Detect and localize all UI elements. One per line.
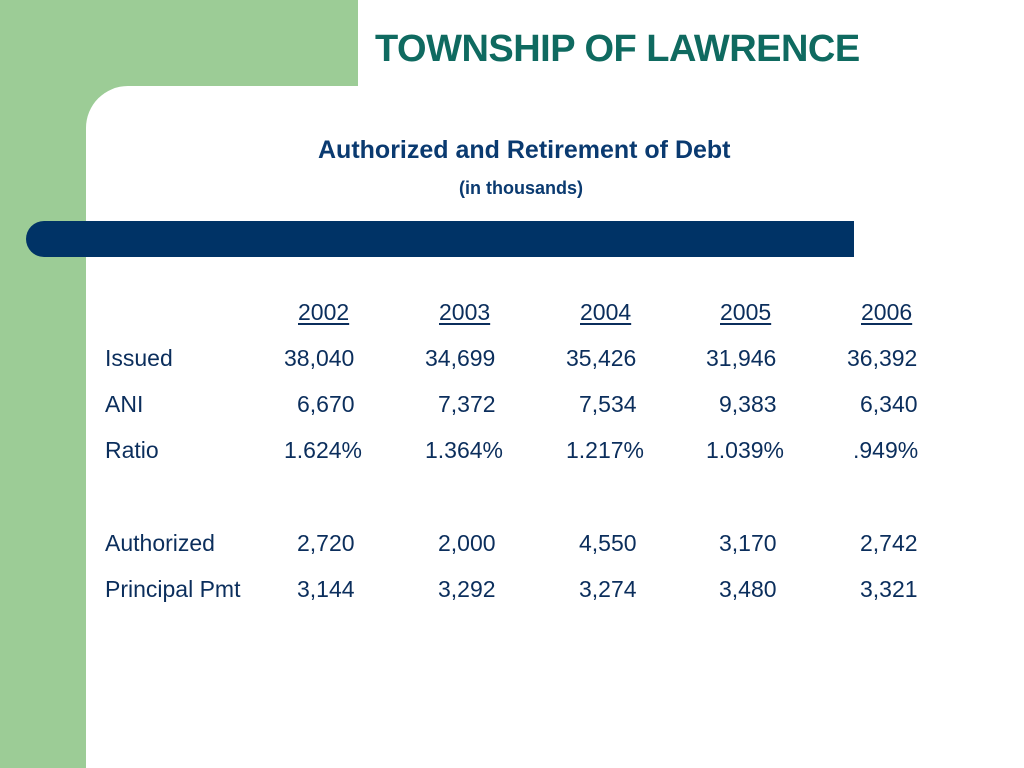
year-header: 2005 [720, 299, 772, 325]
page-title: TOWNSHIP OF LAWRENCE [375, 28, 860, 70]
table-cell: 3,170 [719, 530, 777, 556]
table-cell: 1.624% [284, 437, 363, 463]
table-cell: 3,480 [719, 576, 777, 602]
table-cell: 2,000 [438, 530, 496, 556]
units-note: (in thousands) [459, 178, 583, 198]
table-cell: 7,534 [579, 391, 637, 417]
row-label-issued: Issued [105, 345, 173, 371]
year-header: 2003 [439, 299, 491, 325]
table-cell: 3,144 [297, 576, 355, 602]
table-title: Authorized and Retirement of Debt [318, 136, 731, 164]
table-cell: 1.039% [706, 437, 785, 463]
year-header: 2004 [580, 299, 632, 325]
title-area [358, 0, 1024, 90]
row-label-ratio: Ratio [105, 437, 159, 463]
row-label-authorized: Authorized [105, 530, 215, 556]
table-cell: 9,383 [719, 391, 777, 417]
table-cell: 35,426 [566, 345, 637, 371]
table-cell: 3,274 [579, 576, 637, 602]
table-cell: 2,720 [297, 530, 355, 556]
table-cell: 4,550 [579, 530, 637, 556]
table-cell: 38,040 [284, 345, 355, 371]
table-cell: 6,340 [860, 391, 918, 417]
table-cell: 1.364% [425, 437, 504, 463]
row-label-ani: ANI [105, 391, 144, 417]
table-cell: 3,321 [860, 576, 918, 602]
year-header: 2002 [298, 299, 350, 325]
table-cell: .949% [853, 437, 919, 463]
row-label-principal-pmt: Principal Pmt [105, 576, 241, 602]
table-cell: 36,392 [847, 345, 918, 371]
table-cell: 34,699 [425, 345, 496, 371]
table-cell: 31,946 [706, 345, 777, 371]
table-cell: 1.217% [566, 437, 645, 463]
table-cell: 7,372 [438, 391, 496, 417]
table-cell: 3,292 [438, 576, 496, 602]
table-cell: 2,742 [860, 530, 918, 556]
table-cell: 6,670 [297, 391, 355, 417]
year-header: 2006 [861, 299, 913, 325]
title-divider-bar [26, 221, 854, 257]
content-panel [86, 86, 1024, 768]
